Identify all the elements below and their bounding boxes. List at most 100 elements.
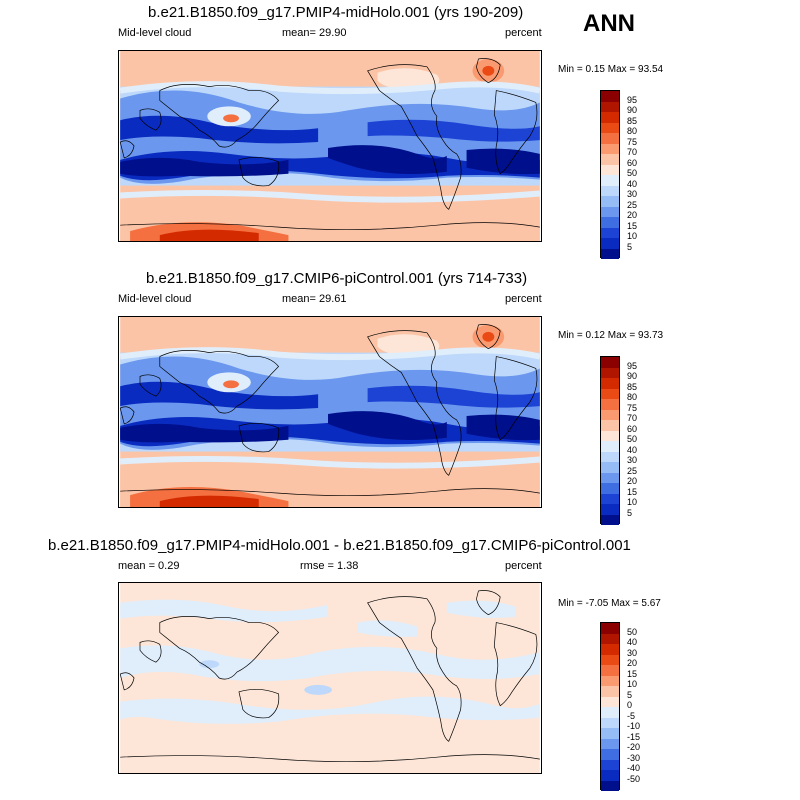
colorbar-tick-label: 75 bbox=[627, 402, 638, 413]
colorbar-swatch bbox=[601, 388, 619, 399]
panel-1-units: percent bbox=[505, 27, 542, 39]
colorbar-tick-label: -20 bbox=[627, 742, 641, 752]
colorbar-swatch bbox=[601, 101, 619, 112]
colorbar-swatch bbox=[601, 665, 619, 676]
colorbar-swatch bbox=[601, 686, 619, 697]
colorbar-swatch bbox=[601, 707, 619, 718]
panel-1-center-label: mean= 29.90 bbox=[282, 27, 347, 39]
colorbar-tick-label: 60 bbox=[627, 157, 638, 168]
colorbar-tick-label: 20 bbox=[627, 658, 638, 668]
colorbar-swatch bbox=[601, 238, 619, 249]
colorbar-tick-label: 75 bbox=[627, 136, 638, 147]
colorbar-swatch bbox=[601, 780, 619, 791]
colorbar-swatch bbox=[601, 164, 619, 175]
colorbar-swatch bbox=[601, 493, 619, 504]
panel-3-center-label: rmse = 1.38 bbox=[300, 560, 359, 572]
colorbar-swatch bbox=[601, 378, 619, 389]
colorbar-tick-label: 30 bbox=[627, 189, 638, 199]
panel-2-minmax: Min = 0.12 Max = 93.73 bbox=[558, 330, 664, 341]
colorbar-tick-label: 50 bbox=[627, 168, 638, 178]
colorbar-swatch bbox=[601, 504, 619, 515]
colorbar-tick-label: 50 bbox=[627, 626, 638, 637]
colorbar-tick-label: 90 bbox=[627, 371, 638, 381]
colorbar-tick-label: 10 bbox=[627, 497, 638, 507]
colorbar-tick-label: 40 bbox=[627, 178, 638, 189]
panel-3-map-svg bbox=[119, 583, 540, 773]
colorbar-swatch bbox=[601, 206, 619, 217]
colorbar-swatch bbox=[601, 399, 619, 410]
colorbar-swatch bbox=[601, 430, 619, 441]
colorbar-tick-label: 40 bbox=[627, 637, 638, 647]
panel-2-units: percent bbox=[505, 293, 542, 305]
colorbar-tick-label: 70 bbox=[627, 147, 638, 157]
colorbar-swatch bbox=[601, 196, 619, 207]
colorbar-tick-label: 5 bbox=[627, 507, 633, 518]
colorbar-swatch bbox=[601, 633, 619, 644]
colorbar-tick-label: 15 bbox=[627, 486, 638, 497]
colorbar-swatch bbox=[601, 514, 619, 525]
colorbar-swatch bbox=[601, 217, 619, 228]
colorbar-swatch bbox=[601, 409, 619, 420]
colorbar-tick-label: -5 bbox=[627, 710, 636, 721]
colorbar-swatch bbox=[601, 357, 619, 368]
colorbar-tick-label: 50 bbox=[627, 434, 638, 444]
colorbar-swatch bbox=[601, 441, 619, 452]
panel-3-colorbar bbox=[600, 622, 620, 791]
colorbar-tick-label: 5 bbox=[627, 241, 633, 252]
panel-1-map bbox=[118, 50, 542, 242]
panel-2-map-svg bbox=[119, 317, 541, 507]
colorbar-swatch bbox=[601, 451, 619, 462]
colorbar-swatch bbox=[601, 472, 619, 483]
colorbar-swatch bbox=[601, 462, 619, 473]
panel-1-colorbar bbox=[600, 90, 620, 259]
colorbar-swatch bbox=[601, 728, 619, 739]
colorbar-swatch bbox=[601, 91, 619, 102]
colorbar-swatch bbox=[601, 483, 619, 494]
colorbar-swatch bbox=[601, 248, 619, 259]
colorbar-tick-label: -30 bbox=[627, 752, 641, 763]
panel-2-center-label: mean= 29.61 bbox=[282, 293, 347, 305]
panel-3-title: b.e21.B1850.f09_g17.PMIP4-midHolo.001 - … bbox=[48, 537, 631, 554]
colorbar-tick-label: 15 bbox=[627, 220, 638, 231]
colorbar-tick-label: 5 bbox=[627, 689, 633, 700]
colorbar-tick-label: 40 bbox=[627, 444, 638, 455]
panel-2-title: b.e21.B1850.f09_g17.CMIP6-piControl.001 … bbox=[146, 270, 528, 287]
colorbar-swatch bbox=[601, 738, 619, 749]
colorbar-tick-label: 80 bbox=[627, 126, 638, 136]
colorbar-swatch bbox=[601, 227, 619, 238]
panel-1-title: b.e21.B1850.f09_g17.PMIP4-midHolo.001 (y… bbox=[148, 4, 524, 21]
colorbar-tick-label: 70 bbox=[627, 413, 638, 423]
colorbar-swatch bbox=[601, 759, 619, 770]
panel-2-map bbox=[118, 316, 542, 508]
colorbar-swatch bbox=[601, 154, 619, 165]
panel-3-left-label: mean = 0.29 bbox=[118, 560, 180, 572]
colorbar-swatch bbox=[601, 696, 619, 707]
colorbar-tick-label: 30 bbox=[627, 455, 638, 465]
colorbar-swatch bbox=[601, 654, 619, 665]
colorbar-swatch bbox=[601, 122, 619, 133]
colorbar-swatch bbox=[601, 133, 619, 144]
panel-3-map bbox=[118, 582, 542, 774]
colorbar-swatch bbox=[601, 717, 619, 728]
colorbar-swatch bbox=[601, 770, 619, 781]
panel-1-left-label: Mid-level cloud bbox=[118, 27, 192, 39]
panel-1-map-svg bbox=[119, 51, 541, 241]
colorbar-tick-label: 95 bbox=[627, 94, 638, 105]
colorbar-tick-label: 80 bbox=[627, 392, 638, 402]
colorbar-tick-label: 25 bbox=[627, 465, 638, 476]
colorbar-tick-label: 85 bbox=[627, 381, 638, 392]
colorbar-swatch bbox=[601, 420, 619, 431]
colorbar-tick-label: 20 bbox=[627, 210, 638, 220]
colorbar-swatch bbox=[601, 367, 619, 378]
colorbar-swatch bbox=[601, 185, 619, 196]
colorbar-tick-label: 60 bbox=[627, 423, 638, 434]
colorbar-tick-label: 10 bbox=[627, 679, 638, 689]
panel-2-left-label: Mid-level cloud bbox=[118, 293, 192, 305]
colorbar-swatch bbox=[601, 623, 619, 634]
colorbar-tick-label: 95 bbox=[627, 360, 638, 371]
colorbar-tick-label: 25 bbox=[627, 199, 638, 210]
colorbar-swatch bbox=[601, 143, 619, 154]
panel-3-units: percent bbox=[505, 560, 542, 572]
colorbar-tick-label: -10 bbox=[627, 721, 641, 731]
panel-1-minmax: Min = 0.15 Max = 93.54 bbox=[558, 64, 664, 75]
